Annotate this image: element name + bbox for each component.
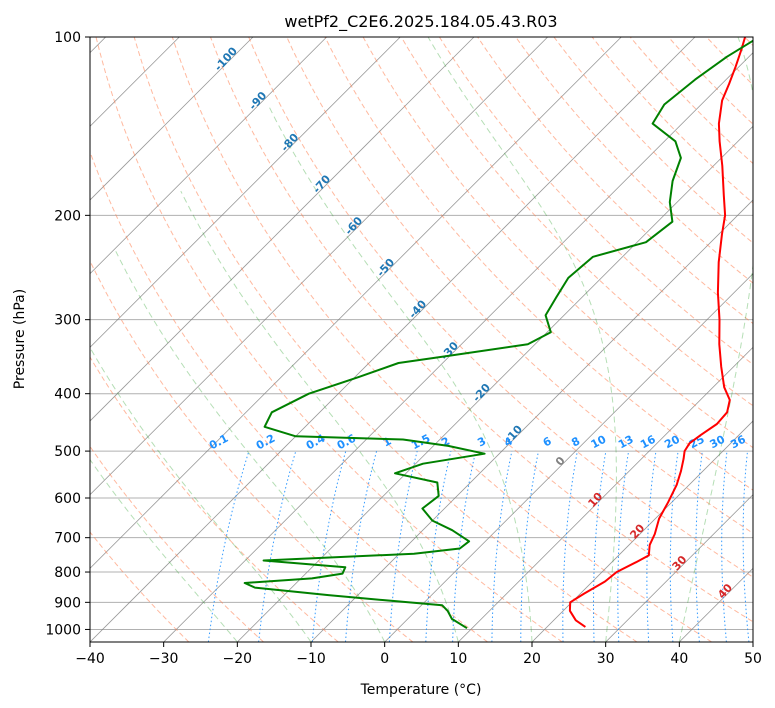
isotherm-line [90,37,696,642]
y-tick-label: 700 [54,531,81,547]
x-tick-label: 40 [670,651,688,667]
mixing-ratio-line [520,451,539,642]
x-tick-label: −30 [149,651,179,667]
chart-title: wetPf2_C2E6.2025.184.05.43.R03 [284,12,557,32]
isotherm-line [384,273,753,642]
x-tick-label: −20 [223,651,253,667]
dry-adiabat-line [90,150,488,642]
isotherm-line [90,37,548,496]
mixing-ratio-label: 36 [728,433,748,452]
dry-adiabat-line [210,37,753,623]
x-tick-label: 50 [744,651,762,667]
isotherm-line [163,52,753,642]
dry-adiabat-line [248,37,753,578]
isotherm-line [90,37,475,422]
mixing-ratio-line [491,450,513,642]
mixing-ratio-label: 13 [616,433,636,452]
moist-adiabat-line [90,458,238,642]
mixing-ratio-label: 16 [638,433,658,452]
x-tick-label: 10 [449,651,467,667]
y-axis: 1000 900 800 700 600 500 400 300 200 100 [45,30,90,638]
dry-adiabat-line [95,37,563,642]
x-tick-label: −40 [75,651,105,667]
mixing-ratio-label: 25 [687,433,707,452]
grid-layer [90,37,753,642]
plot-background [90,37,753,642]
mixing-ratio-line [388,450,418,642]
dry-adiabat-line [90,445,264,642]
y-axis-label: Pressure (hPa) [12,289,28,389]
dry-adiabat-line [90,259,414,642]
mixing-ratio-label: 20 [662,432,682,451]
dry-adiabat-line [515,37,753,284]
isotherm-line [458,346,753,642]
mixing-ratio-line [311,450,347,642]
isotherm-line [605,494,753,642]
isotherm-line [90,37,401,348]
isotherm-line [237,125,753,642]
mixing-ratio-line [452,450,477,642]
x-tick-label: 0 [380,651,389,667]
x-tick-label: −10 [296,651,326,667]
y-tick-label: 300 [54,313,81,329]
x-axis: −40 −30 −20 −10 0 10 20 30 40 50 [75,642,762,667]
moist-adiabat-line [427,37,617,642]
y-tick-label: 1000 [45,622,81,638]
moist-adiabat-line [90,346,312,642]
y-tick-label: 800 [54,565,81,581]
moist-adiabat-line [180,190,459,642]
dry-adiabat-line [90,356,339,642]
temperature-profile-line [568,37,747,628]
moist-adiabat-line [115,251,386,642]
x-axis-label: Temperature (°C) [360,682,482,698]
dry-adiabat-line [438,37,753,366]
dewpoint-profile-line [243,39,753,630]
y-tick-label: 400 [54,387,81,403]
dry-adiabat-line [90,531,190,642]
y-tick-label: 500 [54,444,81,460]
isotherm-line [90,37,622,569]
series-layer [243,37,753,630]
y-tick-label: 600 [54,491,81,507]
mixing-ratio-label: 30 [708,433,728,452]
y-tick-label: 200 [54,208,81,224]
mixing-ratio-label: 10 [589,432,609,451]
dry-adiabat-line [400,37,753,407]
moist-adiabat-line [678,37,753,642]
y-tick-label: 100 [54,30,81,46]
x-tick-label: 20 [523,651,541,667]
isotherm-line [90,37,254,201]
isotherm-line [90,37,327,275]
dry-adiabat-line [171,37,712,642]
dry-adiabat-line [324,37,753,491]
plot-frame [89,36,754,643]
mixing-ratio-line [345,450,378,642]
curves-layer [90,37,753,642]
moist-adiabat-line [267,104,533,642]
isotherm-line [531,420,753,642]
y-tick-label: 900 [54,595,81,611]
mixing-ratio-line [425,450,452,642]
x-tick-label: 30 [597,651,615,667]
